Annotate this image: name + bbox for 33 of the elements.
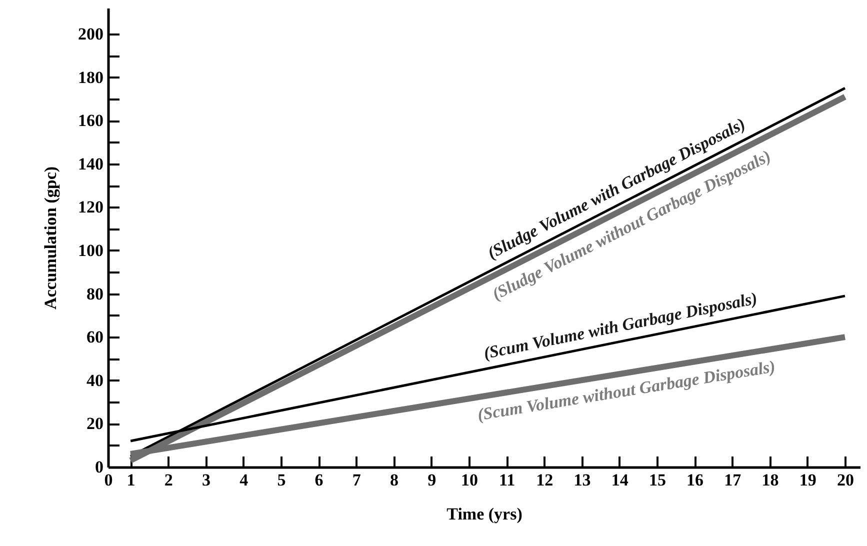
x-tick-label: 13 bbox=[574, 470, 591, 490]
x-axis-title: Time (yrs) bbox=[446, 504, 522, 524]
x-tick-label: 20 bbox=[836, 470, 854, 490]
x-tick-label: 2 bbox=[164, 470, 173, 490]
x-tick-label: 17 bbox=[724, 470, 742, 490]
x-tick-label: 16 bbox=[686, 470, 704, 490]
y-axis-title: Accumulation (gpc) bbox=[41, 166, 60, 310]
y-tick-label: 60 bbox=[86, 328, 104, 347]
x-tick-label: 9 bbox=[428, 470, 436, 490]
y-tick-label: 200 bbox=[78, 24, 104, 44]
x-tick-label: 18 bbox=[762, 470, 779, 490]
y-tick-label: 180 bbox=[78, 68, 104, 87]
y-tick-label: 0 bbox=[95, 458, 104, 476]
x-tick-label: 6 bbox=[314, 470, 324, 490]
x-tick-label: 11 bbox=[499, 470, 516, 490]
x-tick-label: 4 bbox=[240, 470, 249, 490]
y-tick-label: 160 bbox=[78, 111, 104, 130]
x-tick-label: 5 bbox=[277, 470, 286, 490]
x-tick-label: 12 bbox=[536, 470, 554, 490]
y-tick-label: 120 bbox=[78, 198, 104, 217]
x-tick-label: 1 bbox=[126, 470, 136, 490]
x-tick-label: 8 bbox=[390, 470, 399, 490]
x-tick-label: 15 bbox=[648, 470, 666, 490]
x-tick-label: 19 bbox=[799, 470, 816, 490]
y-tick-label: 20 bbox=[86, 414, 104, 434]
y-tick-label: 80 bbox=[86, 284, 104, 304]
y-tick-label: 40 bbox=[86, 370, 104, 390]
y-tick-label: 100 bbox=[78, 240, 104, 260]
x-tick-label: 10 bbox=[460, 470, 478, 490]
x-tick-label: 14 bbox=[611, 470, 629, 490]
x-tick-label: 3 bbox=[202, 470, 211, 490]
x-tick-label: 7 bbox=[352, 470, 362, 490]
y-tick-label: 140 bbox=[78, 154, 104, 174]
